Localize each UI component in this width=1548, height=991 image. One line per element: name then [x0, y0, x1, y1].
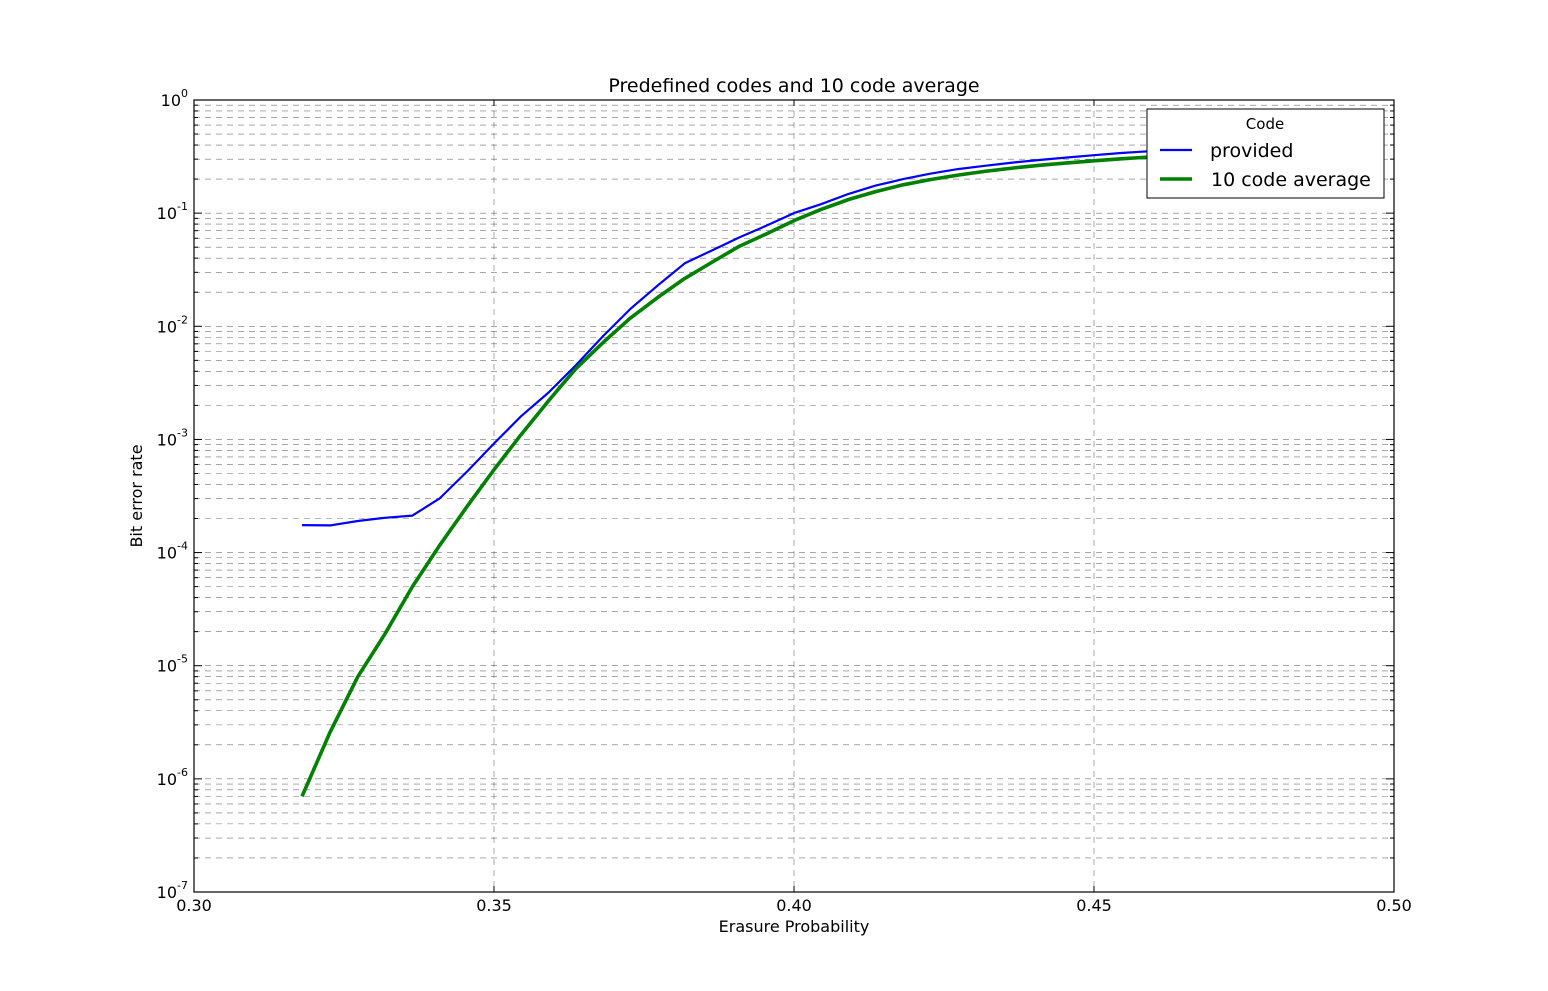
x-tick-label: 0.45	[1076, 896, 1112, 915]
y-tick-label: 100	[161, 87, 188, 110]
x-tick-label: 0.30	[176, 896, 212, 915]
x-axis-label: Erasure Probability	[719, 917, 870, 936]
y-axis-label: Bit error rate	[127, 444, 146, 547]
series-line-10-code-average	[300, 152, 1204, 798]
legend-title: Code	[1246, 115, 1284, 133]
y-tick-label: 10-3	[157, 426, 188, 449]
legend: Code provided 10 code average	[1146, 108, 1385, 199]
x-tick-label: 0.50	[1376, 896, 1412, 915]
y-tick-label: 10-1	[157, 200, 188, 223]
y-tick-label: 10-7	[157, 879, 188, 902]
tick-layer: 0.30 0.35 0.40 0.45 0.50 10-7 10-6 10-5 10-4 10-3…	[157, 87, 1412, 915]
chart-title: Predefined codes and 10 code average	[608, 75, 979, 97]
y-tick-label: 10-5	[157, 653, 188, 676]
x-tick-label: 0.40	[776, 896, 812, 915]
y-tick-label: 10-6	[157, 766, 188, 789]
x-tick-label: 0.35	[476, 896, 512, 915]
series-line-provided	[301, 147, 1204, 527]
y-tick-label: 10-4	[157, 540, 188, 563]
series-layer	[300, 147, 1204, 798]
legend-label-10-code-average: 10 code average	[1211, 169, 1371, 191]
legend-label-provided: provided	[1210, 140, 1293, 162]
legend-box	[1146, 108, 1385, 199]
y-tick-label: 10-2	[157, 313, 188, 336]
